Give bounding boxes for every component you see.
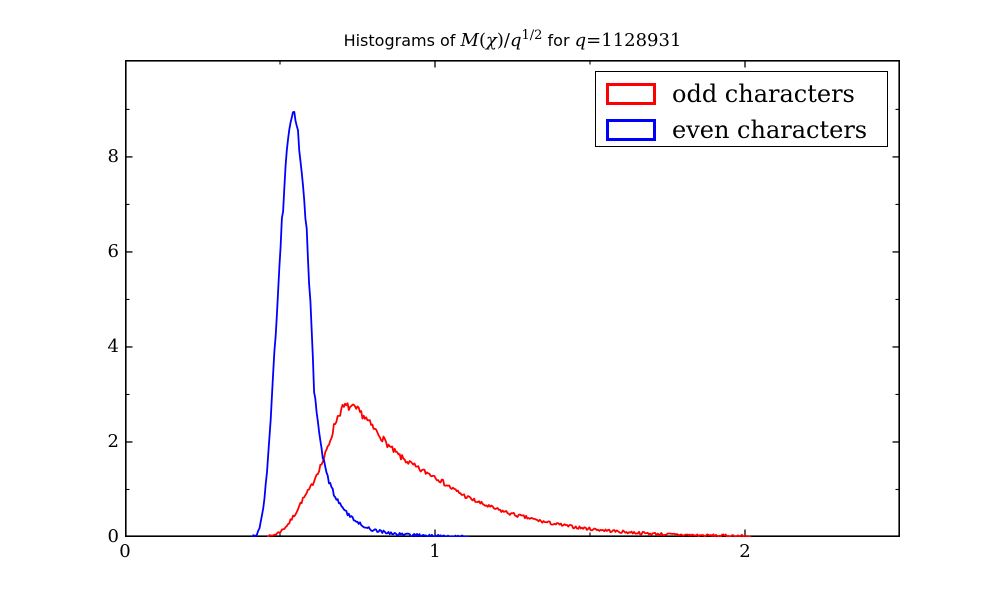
- title-part: )/: [496, 30, 510, 51]
- x-tick-label: 0: [119, 541, 131, 562]
- y-tick-label: 2: [107, 430, 119, 452]
- title-superscript: 1/2: [521, 28, 543, 43]
- title-part: q: [510, 30, 522, 51]
- plot-frame: [125, 60, 900, 537]
- title-part: q: [574, 30, 587, 51]
- title-part: (: [478, 30, 486, 51]
- y-tick-label: 0: [107, 526, 119, 547]
- y-tick-label: 4: [107, 335, 119, 357]
- legend-entry: even characters: [606, 118, 887, 142]
- y-tick-label: 8: [107, 145, 119, 167]
- even-characters-curve: [251, 111, 470, 537]
- title-part: 1128931: [601, 30, 682, 51]
- plot-canvas: [125, 60, 900, 537]
- legend: odd characters even characters: [595, 71, 888, 147]
- x-tick-label: 1: [429, 541, 441, 562]
- title-part: χ: [485, 30, 497, 51]
- x-tick-label: 2: [739, 541, 751, 562]
- legend-label: odd characters: [672, 80, 855, 108]
- title-part: Histograms of: [343, 31, 461, 50]
- legend-swatch-even: [606, 119, 656, 141]
- y-tick-label: 6: [107, 240, 119, 262]
- title-part: =: [586, 30, 602, 51]
- title-part: M: [460, 30, 479, 51]
- odd-characters-curve: [267, 402, 752, 537]
- chart-title: Histograms of M(χ)/q1/2 for q=1128931: [125, 28, 900, 51]
- legend-swatch-odd: [606, 83, 656, 105]
- legend-label: even characters: [672, 116, 868, 144]
- legend-entry: odd characters: [606, 82, 887, 106]
- title-part: for: [542, 31, 575, 50]
